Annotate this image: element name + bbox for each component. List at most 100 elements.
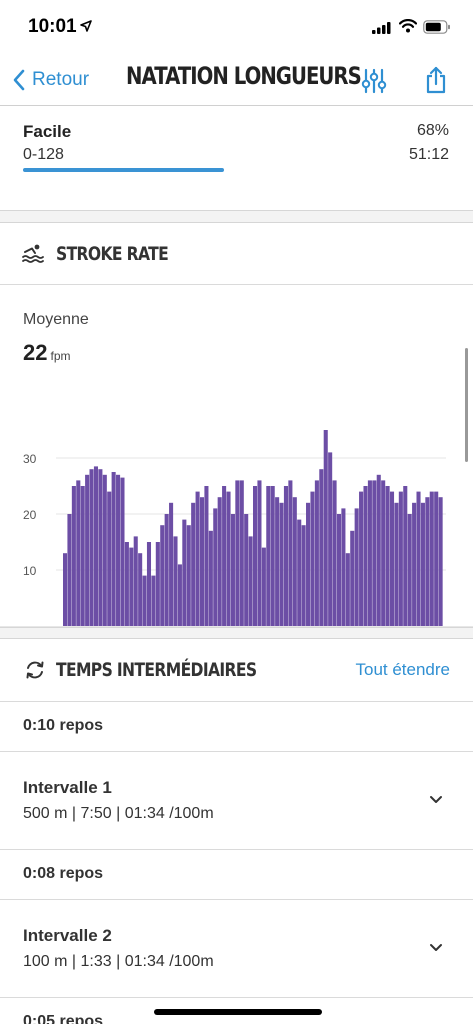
stroke-bar xyxy=(412,502,417,626)
y-tick-label: 20 xyxy=(23,508,37,522)
stroke-bar xyxy=(222,486,227,626)
section-gap xyxy=(0,627,473,639)
stroke-bar xyxy=(217,497,222,626)
refresh-cycle-icon xyxy=(26,661,44,679)
chevron-down-icon[interactable] xyxy=(428,942,444,954)
stroke-bar xyxy=(372,480,377,626)
stroke-bar xyxy=(332,480,337,626)
stroke-bar xyxy=(177,564,182,626)
section-gap xyxy=(0,210,473,223)
stroke-bar xyxy=(341,508,346,626)
scrollbar[interactable] xyxy=(465,348,468,462)
stroke-bar xyxy=(133,536,138,626)
stroke-bar xyxy=(98,469,103,626)
zone-name: Facile xyxy=(23,122,72,141)
battery-icon xyxy=(423,20,450,34)
stroke-bar xyxy=(71,486,76,626)
stroke-bar xyxy=(438,497,443,626)
stroke-bar xyxy=(164,514,169,626)
stroke-bar xyxy=(266,486,271,626)
interval-detail: 100 m | 1:33 | 01:34 /100m xyxy=(23,953,214,970)
stroke-rate-header: STROKE RATE xyxy=(0,223,473,285)
stroke-bar xyxy=(350,530,355,626)
stroke-rate-chart: 30 20 10 xyxy=(0,430,473,628)
stroke-bar xyxy=(416,491,421,626)
stroke-bar xyxy=(398,491,403,626)
rest-row: 0:10 repos xyxy=(0,701,473,751)
stroke-bar xyxy=(199,497,205,626)
stroke-bar xyxy=(407,514,412,626)
stroke-bar xyxy=(235,480,240,626)
interval-row-1[interactable]: Intervalle 1 500 m | 7:50 | 01:34 /100m xyxy=(0,751,473,849)
stroke-bar xyxy=(420,502,425,626)
stroke-bar xyxy=(336,514,342,626)
stroke-bar xyxy=(116,474,121,626)
y-tick-label: 30 xyxy=(23,452,37,466)
rest-row: 0:08 repos xyxy=(0,849,473,899)
stroke-bar xyxy=(63,553,68,626)
stroke-bar xyxy=(213,508,218,626)
stroke-bar xyxy=(226,491,231,626)
stroke-bar xyxy=(434,491,439,626)
stroke-bar xyxy=(230,514,235,626)
zone-progress-fill xyxy=(23,168,225,172)
stroke-bar xyxy=(403,486,408,626)
stroke-bar xyxy=(173,536,178,626)
back-button[interactable]: Retour xyxy=(12,66,89,94)
wifi-icon xyxy=(399,19,417,33)
interval-title: Intervalle 1 xyxy=(23,778,112,797)
stroke-bar xyxy=(244,514,249,626)
stroke-bar xyxy=(89,469,94,626)
stroke-bar xyxy=(270,486,275,626)
cellular-signal-icon xyxy=(372,22,391,34)
stroke-bar xyxy=(323,430,328,626)
chevron-left-icon xyxy=(13,69,25,91)
filter-sliders-icon[interactable] xyxy=(361,68,387,94)
stroke-bar xyxy=(288,480,293,626)
home-indicator xyxy=(154,1009,322,1015)
splits-header: TEMPS INTERMÉDIAIRES xyxy=(0,639,473,701)
stroke-bar xyxy=(160,525,165,626)
share-icon[interactable] xyxy=(424,66,448,94)
stroke-bar xyxy=(208,530,213,626)
stroke-bar xyxy=(297,519,302,626)
stroke-bar xyxy=(385,486,390,626)
stroke-bar xyxy=(85,474,90,626)
expand-all-link[interactable]: Tout étendre xyxy=(355,660,450,679)
stroke-bar xyxy=(354,508,359,626)
rest-label: 0:08 repos xyxy=(23,865,104,882)
stroke-bar xyxy=(389,491,395,626)
status-time: 10:01 xyxy=(28,16,77,37)
chevron-down-icon[interactable] xyxy=(428,794,444,806)
page-title: NATATION LONGUEURS xyxy=(126,62,362,90)
stroke-bar xyxy=(204,486,209,626)
average-value: 22 fpm xyxy=(23,340,71,366)
stroke-bar xyxy=(182,519,187,626)
stroke-bar xyxy=(107,491,112,626)
stroke-bar xyxy=(328,452,333,626)
zone-range: 0-128 xyxy=(23,146,64,163)
zone-time: 51:12 xyxy=(408,146,449,163)
location-arrow-icon xyxy=(80,20,92,32)
stroke-bar xyxy=(275,497,280,626)
stroke-bar xyxy=(279,502,284,626)
stroke-bar xyxy=(363,486,368,626)
zone-progress-bar xyxy=(23,168,319,172)
navigation-bar: Retour NATATION LONGUEURS xyxy=(0,54,473,106)
stroke-bar xyxy=(120,477,125,626)
stroke-bar xyxy=(257,480,262,626)
interval-title: Intervalle 2 xyxy=(23,926,112,945)
stroke-bar xyxy=(367,480,372,626)
interval-row-2[interactable]: Intervalle 2 100 m | 1:33 | 01:34 /100m xyxy=(0,899,473,997)
stroke-bar xyxy=(319,469,324,626)
rest-label: 0:10 repos xyxy=(23,717,104,734)
stroke-bar xyxy=(376,474,381,626)
stroke-bar xyxy=(67,514,72,626)
zone-percent: 68% xyxy=(416,122,449,139)
stroke-bar xyxy=(261,547,266,626)
average-unit: fpm xyxy=(50,349,71,363)
stroke-bar xyxy=(381,480,386,626)
stroke-bar xyxy=(191,502,196,626)
stroke-bar xyxy=(124,542,129,626)
stroke-bar xyxy=(151,575,156,626)
